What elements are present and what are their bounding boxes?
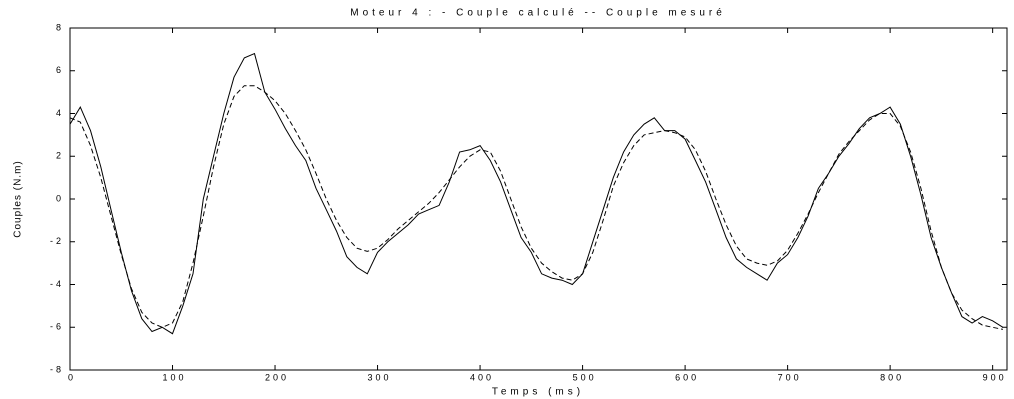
y-tick-label: -8: [50, 364, 64, 374]
x-tick-label: 200: [265, 372, 289, 382]
y-tick-label: 4: [56, 108, 64, 118]
x-tick-label: 300: [368, 372, 392, 382]
chart-title: Moteur 4 : - Couple calculé -- Couple me…: [350, 8, 726, 19]
x-tick-label: 800: [880, 372, 904, 382]
series-line: [69, 85, 1003, 330]
y-tick-label: -4: [50, 279, 64, 289]
y-tick-label: -6: [50, 322, 64, 332]
series-line: [69, 52, 1004, 335]
x-tick-label: 700: [778, 372, 802, 382]
plot-frame: [69, 27, 1008, 371]
x-tick-label: 400: [470, 372, 494, 382]
x-tick-label: 100: [163, 372, 187, 382]
x-axis-label: Temps (ms): [492, 387, 584, 398]
y-tick-label: -2: [50, 236, 64, 246]
y-axis-label: Couples (N.m): [13, 160, 24, 237]
y-tick-label: 6: [56, 65, 64, 75]
x-tick-label: 600: [675, 372, 699, 382]
x-tick-label: 0: [68, 372, 76, 382]
y-tick-label: 8: [56, 22, 64, 32]
y-tick-label: 0: [56, 193, 64, 203]
x-tick-label: 900: [983, 372, 1007, 382]
x-tick-label: 500: [573, 372, 597, 382]
y-tick-label: 2: [56, 151, 64, 161]
